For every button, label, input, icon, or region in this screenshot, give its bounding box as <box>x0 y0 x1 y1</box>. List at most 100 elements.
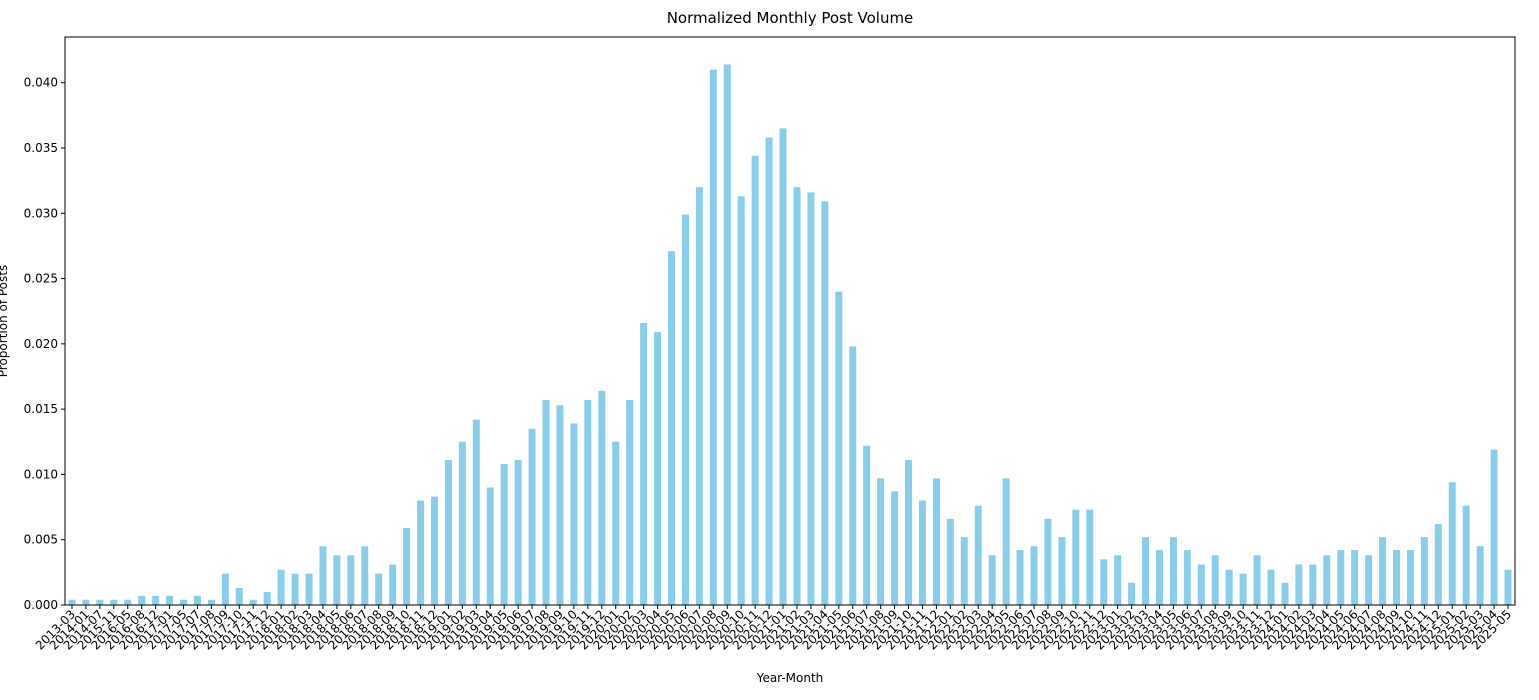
bar <box>695 187 703 605</box>
bar <box>1114 555 1122 605</box>
bar <box>500 463 508 605</box>
bar <box>1002 478 1010 605</box>
bar <box>1128 582 1136 605</box>
bar <box>723 64 731 605</box>
bar <box>361 546 369 605</box>
bar <box>82 599 90 605</box>
y-tick-label: 0.005 <box>24 533 58 547</box>
bar <box>472 419 480 605</box>
bar <box>1253 555 1261 605</box>
bar <box>96 599 104 605</box>
bar <box>779 128 787 606</box>
y-tick-label: 0.020 <box>24 337 58 351</box>
bar <box>1100 559 1108 605</box>
bar <box>709 69 717 605</box>
y-tick-label: 0.035 <box>24 141 58 155</box>
bar <box>1490 449 1498 605</box>
x-axis-label: Year-Month <box>756 671 824 685</box>
bar <box>403 527 411 605</box>
bar <box>430 496 438 605</box>
bar <box>514 460 522 605</box>
bar <box>124 599 132 605</box>
bar <box>1044 518 1052 605</box>
bar <box>1406 550 1414 605</box>
bar <box>932 478 940 605</box>
bar <box>542 399 550 605</box>
bar <box>1211 555 1219 605</box>
bar <box>905 460 912 605</box>
bar <box>1462 505 1470 605</box>
bar <box>807 192 815 605</box>
bar <box>1169 537 1177 605</box>
bar <box>863 445 871 605</box>
bar <box>277 569 285 605</box>
bar <box>1197 564 1205 605</box>
bar <box>626 399 634 605</box>
bar <box>486 487 494 605</box>
bar <box>417 500 425 605</box>
bar <box>333 555 341 605</box>
bar <box>235 588 243 605</box>
bar <box>1072 509 1080 605</box>
bar <box>988 555 996 605</box>
bar <box>668 251 675 606</box>
plot-frame <box>64 36 1516 606</box>
bar <box>1393 550 1400 605</box>
bar <box>152 595 160 605</box>
bar <box>1225 569 1233 605</box>
bar <box>1434 524 1442 605</box>
bar <box>765 137 773 605</box>
bar <box>1142 537 1150 605</box>
bar <box>918 500 926 605</box>
bar <box>291 573 299 605</box>
bar <box>835 291 843 605</box>
bar <box>180 599 187 605</box>
bar <box>612 441 620 605</box>
bar <box>389 564 397 605</box>
y-tick-label: 0.030 <box>24 206 58 220</box>
bar <box>458 441 466 605</box>
bar <box>1351 550 1359 605</box>
bar <box>347 555 355 605</box>
bar <box>207 599 215 605</box>
bar <box>1309 564 1317 605</box>
bar <box>1267 569 1275 605</box>
bar <box>793 187 801 605</box>
bar <box>1476 546 1484 605</box>
bar <box>319 546 327 605</box>
bar <box>1086 509 1094 605</box>
y-tick-label: 0.015 <box>24 402 58 416</box>
bar <box>1030 546 1038 605</box>
bar <box>138 595 146 605</box>
bar <box>1504 569 1512 605</box>
bar <box>821 201 829 605</box>
bar <box>444 460 452 605</box>
bar <box>1155 550 1163 605</box>
bar <box>946 518 954 605</box>
bar <box>570 423 578 605</box>
bar <box>305 573 313 605</box>
bar <box>221 573 229 605</box>
bar <box>960 537 968 605</box>
bar <box>166 595 174 605</box>
bar <box>68 599 76 605</box>
bar <box>974 505 982 605</box>
bar <box>1448 482 1456 605</box>
bar <box>263 591 271 605</box>
bar <box>891 491 899 605</box>
bar <box>1337 550 1345 605</box>
bar <box>877 478 885 605</box>
bar <box>375 573 383 605</box>
bar <box>1295 564 1303 605</box>
bar <box>1323 555 1331 605</box>
y-tick-label: 0.025 <box>24 272 58 286</box>
bar <box>654 332 662 605</box>
bar <box>751 155 759 605</box>
y-tick-label: 0.040 <box>24 76 58 90</box>
bar <box>110 599 118 605</box>
bar <box>1016 550 1024 605</box>
bar <box>737 196 745 605</box>
bar <box>1365 555 1373 605</box>
bar <box>1058 537 1066 605</box>
